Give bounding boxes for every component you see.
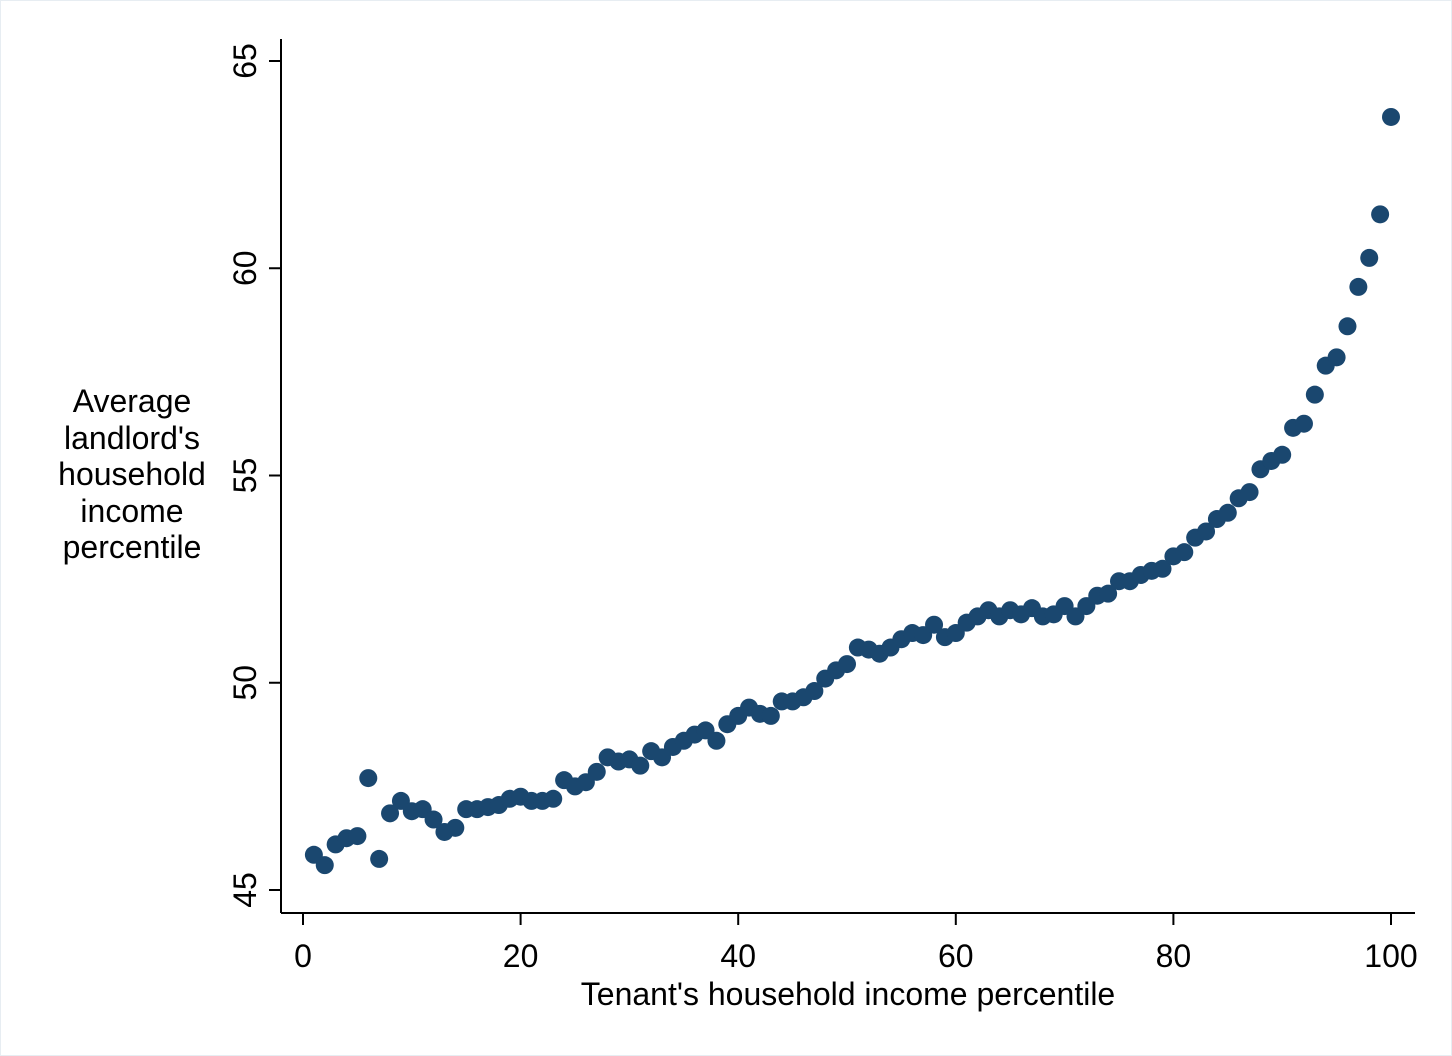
data-points — [304, 107, 1400, 875]
data-point — [424, 810, 443, 829]
x-axis-title: Tenant's household income percentile — [580, 976, 1116, 1012]
data-point — [1153, 559, 1172, 578]
x-tick-label: 60 — [938, 938, 974, 974]
data-point — [761, 706, 780, 725]
data-point — [707, 731, 726, 750]
data-point — [1240, 483, 1259, 502]
y-axis-title-line: income — [80, 492, 184, 529]
data-point — [587, 762, 606, 781]
x-tick-label: 80 — [1156, 938, 1192, 974]
data-point — [1371, 205, 1390, 224]
data-point — [805, 682, 824, 701]
y-axis-ticks: 45 50 55 60 65 — [227, 43, 281, 908]
data-point — [1099, 584, 1118, 603]
data-point — [359, 769, 378, 788]
y-axis-title-line: household — [58, 456, 206, 492]
data-point — [1327, 348, 1346, 367]
y-tick-label: 60 — [227, 250, 263, 286]
data-point — [1305, 385, 1324, 404]
data-point — [348, 827, 367, 846]
data-point — [1175, 543, 1194, 562]
data-point — [925, 615, 944, 634]
y-tick-label: 65 — [227, 43, 263, 79]
data-point — [446, 818, 465, 837]
data-point — [631, 756, 650, 775]
data-point — [1294, 414, 1313, 433]
x-tick-label: 40 — [720, 938, 756, 974]
data-point — [1273, 445, 1292, 464]
data-point — [370, 849, 389, 868]
data-point — [544, 789, 563, 808]
data-point — [1197, 522, 1216, 541]
y-axis-title-line: percentile — [62, 529, 202, 565]
y-tick-label: 50 — [227, 665, 263, 701]
y-axis-title-line: Average — [72, 383, 192, 419]
y-axis-title-line: landlord's — [64, 419, 200, 456]
x-tick-label: 0 — [294, 938, 312, 974]
data-point — [1360, 248, 1379, 267]
data-point — [1349, 277, 1368, 296]
x-tick-label: 20 — [503, 938, 539, 974]
x-tick-label: 100 — [1364, 938, 1417, 974]
x-axis-ticks: 0 20 40 60 80 100 — [294, 913, 1418, 974]
data-point — [381, 804, 400, 823]
y-tick-label: 45 — [227, 872, 263, 908]
data-point — [838, 655, 856, 674]
data-point — [1218, 503, 1237, 522]
y-axis-title: Average landlord's household income perc… — [37, 383, 227, 566]
y-tick-label: 55 — [227, 458, 263, 494]
data-point — [1338, 317, 1357, 336]
data-point — [1382, 107, 1400, 126]
data-point — [315, 856, 334, 875]
